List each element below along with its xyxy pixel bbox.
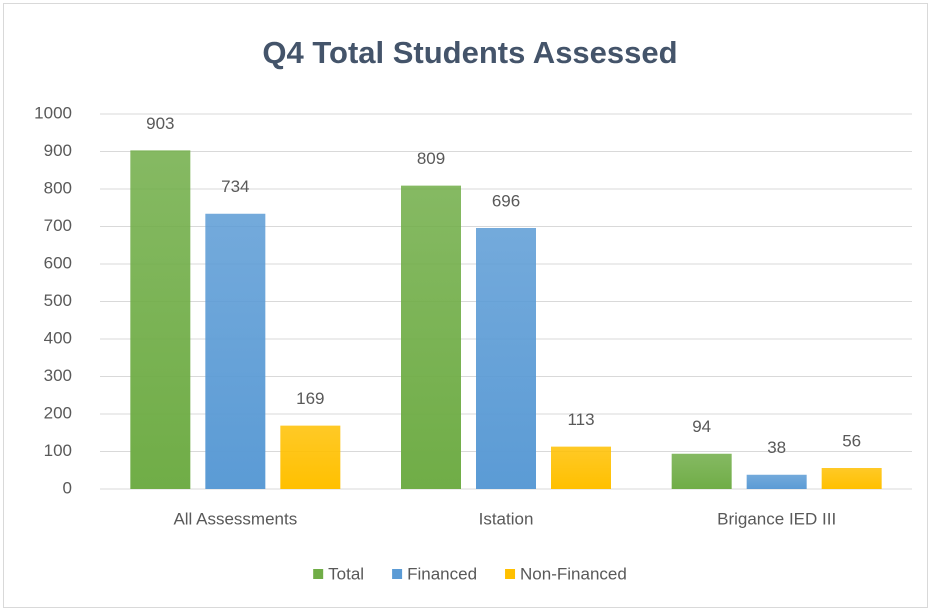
data-label: 809 <box>417 149 445 168</box>
data-label: 903 <box>146 114 174 133</box>
bar <box>205 213 266 489</box>
x-tick-label: All Assessments <box>173 509 297 528</box>
bar <box>821 468 882 489</box>
y-tick-label: 900 <box>44 141 72 160</box>
legend-swatch <box>505 569 516 579</box>
bar <box>130 150 191 489</box>
y-tick-label: 800 <box>44 178 72 197</box>
data-label: 113 <box>567 410 594 429</box>
y-tick-label: 600 <box>44 253 72 272</box>
bar <box>401 185 461 489</box>
y-tick-label: 1000 <box>34 103 72 122</box>
legend-swatch <box>313 569 324 579</box>
y-tick-label: 0 <box>63 478 72 497</box>
y-tick-label: 100 <box>44 441 72 460</box>
legend-label: Total <box>328 564 364 583</box>
bar <box>551 446 611 489</box>
legend-label: Financed <box>407 564 477 583</box>
data-label: 56 <box>842 431 861 450</box>
y-tick-label: 200 <box>44 403 72 422</box>
x-tick-label: Brigance IED III <box>717 509 836 528</box>
x-tick-label: Istation <box>479 509 534 528</box>
data-label: 696 <box>492 191 520 210</box>
bar <box>746 474 807 489</box>
data-label: 169 <box>296 389 324 408</box>
data-label: 94 <box>692 417 711 436</box>
y-tick-label: 700 <box>44 216 72 235</box>
data-label: 734 <box>221 177 249 196</box>
y-tick-label: 300 <box>44 366 72 385</box>
chart-title: Q4 Total Students Assessed <box>262 35 677 70</box>
y-tick-label: 400 <box>44 328 72 347</box>
bar <box>280 425 341 489</box>
bar <box>476 228 536 489</box>
legend-swatch <box>392 569 403 579</box>
y-tick-label: 500 <box>44 291 72 310</box>
bar <box>671 453 732 489</box>
data-label: 38 <box>767 438 786 457</box>
legend-label: Non-Financed <box>520 564 627 583</box>
